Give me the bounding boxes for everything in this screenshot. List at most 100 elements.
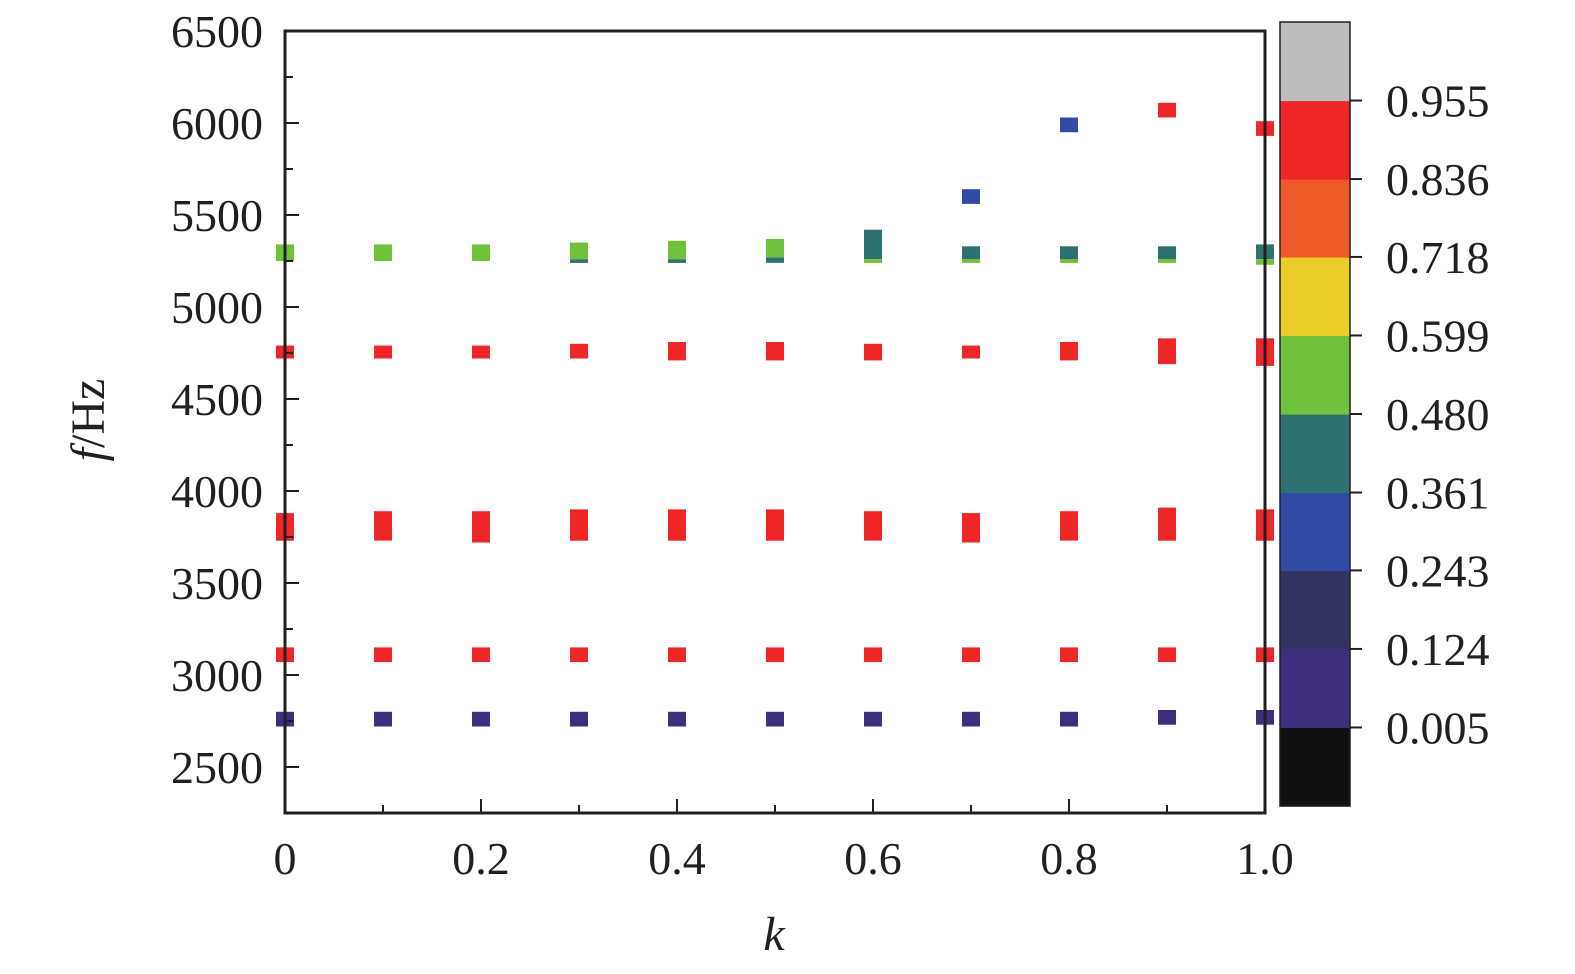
data-marker [962,246,980,260]
data-marker [374,711,392,727]
data-marker [668,647,686,663]
data-marker [962,711,980,727]
data-marker [864,229,882,260]
data-marker [766,238,784,258]
data-marker [1060,647,1078,663]
data-marker [472,244,490,261]
x-tick-label: 0.4 [648,833,706,884]
data-marker [1158,259,1176,263]
data-marker [1060,117,1078,133]
colorbar-tick-label: 0.599 [1386,310,1490,361]
data-marker [472,647,490,663]
data-marker [962,345,980,359]
colorbar-tick-label: 0.243 [1386,545,1490,596]
y-tick-label: 5000 [171,282,263,333]
data-marker [1060,246,1078,260]
data-marker [374,345,392,359]
data-marker [864,343,882,361]
colorbar-band [1280,648,1350,728]
y-tick-label: 6000 [171,98,263,149]
colorbar-band [1280,179,1350,258]
plot-frame [283,29,1267,815]
data-marker [1158,246,1176,260]
colorbar-band [1280,256,1350,336]
data-marker [864,647,882,663]
data-marker [472,511,490,543]
colorbar-tick-label: 0.361 [1386,468,1490,519]
data-marker [1060,342,1078,361]
data-marker [472,345,490,359]
data-marker [472,711,490,727]
y-axis-unit: /Hz [62,379,115,448]
data-marker [1158,102,1176,118]
data-marker [668,342,686,361]
data-marker [766,647,784,663]
data-marker [766,342,784,361]
x-tick-label: 1.0 [1236,833,1294,884]
y-tick-label: 4500 [171,374,263,425]
data-marker [570,509,588,541]
y-tick-label: 6500 [171,6,263,57]
data-marker [766,711,784,727]
data-marker [374,511,392,541]
data-marker [374,647,392,663]
x-axis-symbol: k [763,908,786,961]
data-marker [864,711,882,727]
colorbar-band [1280,414,1350,494]
data-marker [668,711,686,727]
colorbar-band [1280,22,1350,102]
x-axis-title: k [763,908,786,961]
data-marker [1158,507,1176,541]
y-tick-labels: 2500 3000 3500 4000 4500 5000 5500 6000 6500 [171,6,263,793]
data-marker [962,513,980,543]
data-marker [962,647,980,663]
data-marker [570,647,588,663]
x-tick-label: 0.8 [1040,833,1098,884]
data-marker [1060,511,1078,541]
colorbar-tick-label: 0.718 [1386,232,1490,283]
data-marker [1060,259,1078,263]
data-marker [570,343,588,359]
colorbar-tick-label: 0.005 [1386,702,1490,753]
data-marker [962,189,980,204]
data-marker [668,259,686,263]
data-marker [1060,711,1078,727]
data-marker [668,509,686,541]
data-marker [864,511,882,541]
colorbar-tick-label: 0.124 [1386,624,1490,675]
colorbar-tick-label: 0.955 [1386,76,1490,127]
colorbar [1279,21,1362,807]
data-marker [1158,338,1176,365]
y-tick-label: 3000 [171,650,263,701]
y-tick-label: 5500 [171,190,263,241]
data-marker [766,509,784,541]
colorbar-band [1280,727,1350,807]
y-tick-label: 2500 [171,742,263,793]
colorbar-tick-labels: 0.005 0.124 0.243 0.361 0.480 0.599 0.718 0.836… [1386,76,1490,754]
data-marker [570,259,588,263]
data-marker [1158,710,1176,725]
x-tick-label: 0.2 [452,833,510,884]
y-tick-label: 3500 [171,558,263,609]
y-tick-label: 4000 [171,466,263,517]
data-marker [1158,647,1176,663]
x-tick-label: 0.6 [844,833,902,884]
colorbar-band [1280,492,1350,571]
data-marker [864,259,882,263]
axes [283,29,1267,815]
data-marker [374,244,392,261]
y-axis-title: f/Hz [62,379,115,462]
data-marker [570,242,588,260]
colorbar-tick-label: 0.836 [1386,154,1490,205]
data-marker [570,711,588,727]
x-tick-labels: 0 0.2 0.4 0.6 0.8 1.0 [274,833,1294,884]
colorbar-tick-label: 0.480 [1386,389,1490,440]
colorbar-band [1280,100,1350,180]
x-tick-label: 0 [274,833,297,884]
colorbar-band [1280,335,1350,415]
data-marker [766,257,784,263]
data-marker [962,259,980,263]
data-marker [668,240,686,260]
data-markers [276,102,1274,727]
